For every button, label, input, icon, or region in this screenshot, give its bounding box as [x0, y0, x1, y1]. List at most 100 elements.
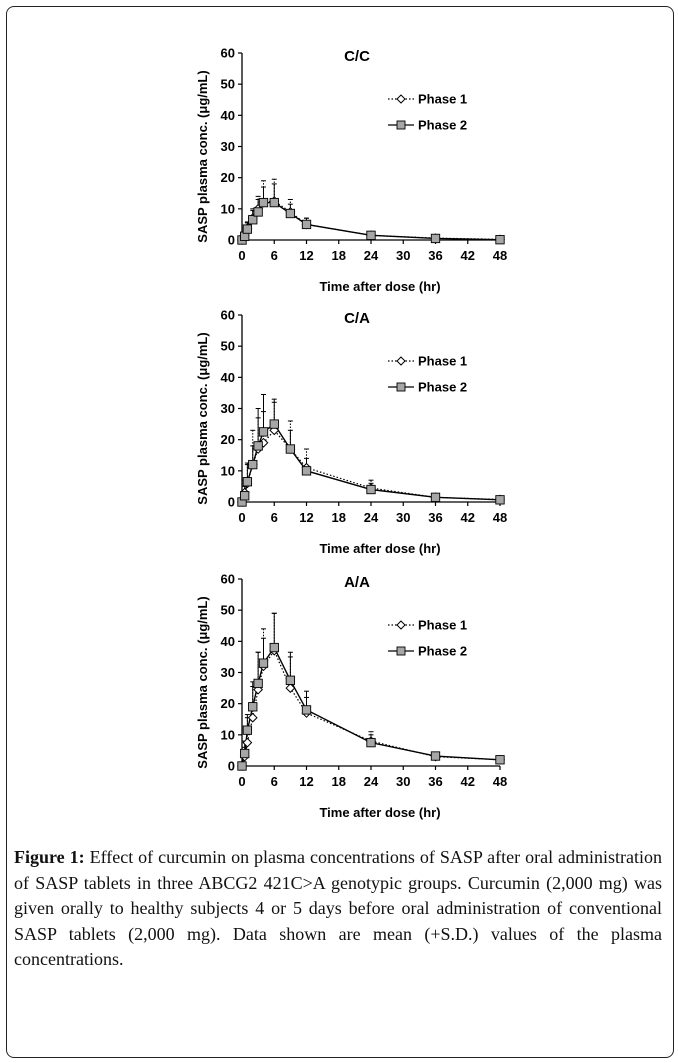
data-point-phase2 [285, 675, 296, 685]
data-point-phase2 [237, 761, 247, 771]
data-point-phase2 [258, 427, 269, 437]
data-point-phase2 [248, 215, 258, 225]
caption-text: Effect of curcumin on plasma concentrati… [14, 847, 663, 969]
x-tick-label: 18 [332, 510, 346, 525]
x-tick-label: 30 [396, 774, 410, 789]
x-axis-label: Time after dose (hr) [319, 541, 440, 556]
y-tick-label: 40 [221, 108, 235, 123]
data-point-phase2 [269, 642, 279, 653]
y-tick-label: 10 [221, 727, 235, 742]
data-point-phase1 [253, 684, 264, 695]
legend-marker [396, 646, 406, 656]
x-tick-label: 24 [364, 774, 379, 789]
data-point-phase2 [366, 230, 376, 240]
data-point-phase2 [258, 197, 269, 208]
x-tick-label: 6 [271, 248, 278, 263]
data-point-phase2 [242, 477, 253, 487]
x-tick-label: 0 [238, 510, 245, 525]
chart-title: C/A [344, 310, 370, 327]
legend-marker [396, 620, 406, 630]
y-axis-label: SASP plasma conc. (μg/mL) [195, 332, 210, 504]
y-tick-label: 0 [228, 495, 235, 510]
x-tick-label: 30 [396, 510, 410, 525]
x-tick-label: 12 [299, 248, 313, 263]
x-tick-label: 48 [493, 248, 507, 263]
data-point-phase1 [247, 712, 258, 723]
y-tick-label: 50 [221, 603, 235, 618]
data-point-phase2 [301, 705, 312, 715]
chart-panel-2: 0 10 20 30 40 50 60 0 6 12 18 24 30 36 42 48 C/A Time aft… [195, 308, 507, 557]
legend-marker [396, 94, 406, 104]
data-point-phase2 [430, 233, 441, 244]
y-tick-label: 10 [221, 201, 235, 216]
legend-label: Phase 1 [418, 92, 467, 107]
data-point-phase2 [253, 441, 263, 451]
x-tick-label: 42 [461, 510, 475, 525]
data-point-phase2 [253, 207, 263, 217]
legend-label: Phase 2 [418, 380, 467, 395]
y-tick-label: 10 [221, 463, 235, 478]
data-point-phase2 [240, 748, 250, 759]
data-point-phase1 [242, 737, 253, 748]
y-tick-label: 30 [221, 139, 235, 154]
y-tick-label: 60 [221, 308, 235, 323]
chart-title: A/A [344, 574, 370, 591]
data-point-phase2 [248, 702, 258, 712]
data-point-phase2 [258, 658, 269, 668]
y-axis-label: SASP plasma conc. (μg/mL) [195, 596, 210, 768]
x-tick-label: 18 [332, 774, 346, 789]
x-tick-label: 24 [364, 510, 379, 525]
legend-label: Phase 2 [418, 118, 467, 133]
y-tick-label: 30 [221, 401, 235, 416]
y-axis-label: SASP plasma conc. (μg/mL) [195, 70, 210, 242]
y-tick-label: 30 [221, 665, 235, 680]
data-point-phase2 [285, 208, 296, 219]
legend-marker [396, 120, 406, 130]
data-point-phase2 [430, 492, 441, 502]
y-tick-label: 40 [221, 634, 235, 649]
x-tick-label: 30 [396, 248, 410, 263]
y-tick-label: 60 [221, 46, 235, 61]
data-point-phase2 [269, 197, 279, 208]
x-tick-label: 36 [428, 248, 442, 263]
chart-title: C/C [344, 48, 370, 65]
data-point-phase2 [253, 678, 263, 689]
caption-label: Figure 1: [14, 847, 85, 867]
y-tick-label: 0 [228, 759, 235, 774]
chart-panel-1: 0 10 20 30 40 50 60 0 6 12 18 24 30 36 42 48 C/C Time aft… [195, 46, 507, 295]
y-tick-label: 40 [221, 370, 235, 385]
data-point-phase2 [242, 224, 253, 234]
x-tick-label: 6 [271, 774, 278, 789]
data-point-phase2 [285, 444, 296, 454]
y-tick-label: 0 [228, 233, 235, 248]
legend-label: Phase 1 [418, 354, 467, 369]
x-axis-label: Time after dose (hr) [319, 805, 440, 820]
y-tick-label: 20 [221, 696, 235, 711]
data-point-phase2 [269, 419, 279, 429]
x-tick-label: 42 [461, 774, 475, 789]
x-axis-label: Time after dose (hr) [319, 279, 440, 294]
chart-panel-3: 0 10 20 30 40 50 60 0 6 12 18 24 30 36 42 48 A/A Time aft… [195, 572, 507, 821]
y-tick-label: 50 [221, 339, 235, 354]
x-tick-label: 12 [299, 774, 313, 789]
series-line-1 [241, 649, 501, 767]
data-point-phase2 [301, 219, 312, 230]
x-tick-label: 36 [428, 510, 442, 525]
y-tick-label: 60 [221, 572, 235, 587]
legend-marker [396, 356, 406, 366]
data-point-phase2 [430, 751, 441, 761]
x-tick-label: 0 [238, 774, 245, 789]
figure-frame [6, 6, 674, 1058]
data-point-phase2 [242, 725, 253, 735]
data-point-phase2 [495, 755, 505, 765]
x-tick-label: 18 [332, 248, 346, 263]
data-point-phase2 [495, 235, 505, 245]
x-tick-label: 0 [238, 248, 245, 263]
data-point-phase2 [495, 495, 505, 505]
data-point-phase2 [240, 491, 250, 501]
x-tick-label: 6 [271, 510, 278, 525]
x-tick-label: 48 [493, 774, 507, 789]
x-tick-label: 36 [428, 774, 442, 789]
figure-caption: Figure 1: Effect of curcumin on plasma c… [14, 845, 662, 973]
